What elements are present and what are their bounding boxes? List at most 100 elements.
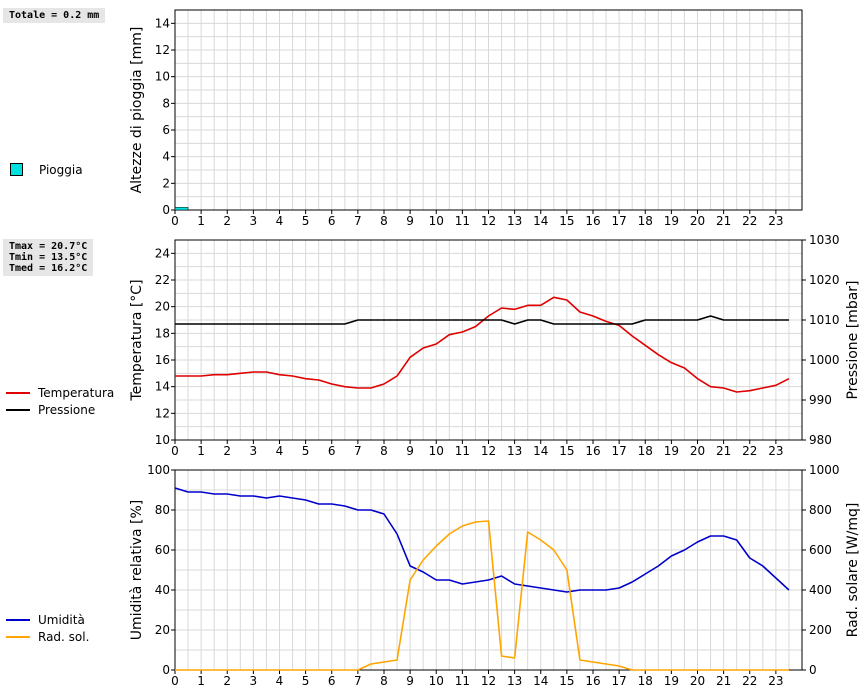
rain-legend: Pioggia <box>6 161 83 178</box>
x-tick-label: 9 <box>406 674 414 688</box>
humidity-legend-swatch <box>6 618 30 621</box>
x-tick-label: 7 <box>354 214 362 228</box>
y-tick-label: 10 <box>155 433 170 447</box>
x-tick-label: 16 <box>585 214 600 228</box>
x-tick-label: 0 <box>171 444 179 458</box>
y2-tick-label: 600 <box>809 543 832 557</box>
pressure-legend-label: Pressione <box>38 402 96 417</box>
rain-legend-swatch <box>10 163 23 176</box>
y2-tick-label: 1000 <box>809 463 840 477</box>
series-line-pressione <box>175 315 789 325</box>
x-tick-label: 15 <box>559 674 574 688</box>
y2-tick-label: 1030 <box>809 233 840 247</box>
rain-total-badge: Totale = 0.2 mm <box>3 8 106 23</box>
x-tick-label: 14 <box>533 674 548 688</box>
x-tick-label: 15 <box>559 214 574 228</box>
x-tick-label: 8 <box>380 214 388 228</box>
x-tick-label: 8 <box>380 444 388 458</box>
pressure-legend-swatch <box>6 408 30 411</box>
humidity-legend-label: Umidità <box>38 612 85 627</box>
x-tick-label: 20 <box>690 214 705 228</box>
y-tick-label: 20 <box>155 623 170 637</box>
y-tick-label: 24 <box>155 246 170 260</box>
x-tick-label: 0 <box>171 214 179 228</box>
x-tick-label: 5 <box>302 674 310 688</box>
temperature-legend-swatch <box>6 391 30 394</box>
humidity-solar-legend: Umidità Rad. sol. <box>6 611 89 645</box>
x-tick-label: 4 <box>276 674 284 688</box>
x-tick-label: 5 <box>302 214 310 228</box>
y-tick-label: 12 <box>155 406 170 420</box>
x-tick-label: 12 <box>481 214 496 228</box>
y2-tick-label: 1000 <box>809 353 840 367</box>
tmax-text: Tmax = 20.7°C <box>9 241 88 252</box>
tmin-text: Tmin = 13.5°C <box>9 252 88 263</box>
x-tick-label: 1 <box>197 444 205 458</box>
x-tick-label: 2 <box>223 674 231 688</box>
y-tick-label: 14 <box>155 16 170 30</box>
y2-tick-label: 1020 <box>809 273 840 287</box>
y2-tick-label: 1010 <box>809 313 840 327</box>
y-axis-title: Temperatura [°C] <box>129 279 145 401</box>
x-tick-label: 19 <box>664 214 679 228</box>
x-tick-label: 17 <box>611 674 626 688</box>
x-tick-label: 16 <box>585 444 600 458</box>
x-tick-label: 23 <box>768 444 783 458</box>
y2-tick-label: 990 <box>809 393 832 407</box>
x-tick-label: 10 <box>429 444 444 458</box>
x-tick-label: 17 <box>611 444 626 458</box>
y-tick-label: 14 <box>155 380 170 394</box>
x-tick-label: 9 <box>406 214 414 228</box>
x-tick-label: 8 <box>380 674 388 688</box>
x-tick-label: 13 <box>507 444 522 458</box>
x-tick-label: 23 <box>768 674 783 688</box>
y-tick-label: 2 <box>162 176 170 190</box>
x-tick-label: 3 <box>250 444 258 458</box>
x-tick-label: 6 <box>328 674 336 688</box>
x-tick-label: 3 <box>250 214 258 228</box>
y2-axis-title: Rad. solare [W/mq] <box>845 503 860 638</box>
x-tick-label: 13 <box>507 214 522 228</box>
x-tick-label: 15 <box>559 444 574 458</box>
y-tick-label: 40 <box>155 583 170 597</box>
x-tick-label: 22 <box>742 674 757 688</box>
temperature-legend-label: Temperatura <box>38 385 115 400</box>
x-tick-label: 18 <box>638 674 653 688</box>
y-tick-label: 16 <box>155 353 170 367</box>
x-tick-label: 4 <box>276 444 284 458</box>
temperature-pressure-legend: Temperatura Pressione <box>6 384 114 418</box>
x-tick-label: 19 <box>664 444 679 458</box>
solar-legend-swatch <box>6 635 30 638</box>
y-tick-label: 20 <box>155 300 170 314</box>
x-tick-label: 12 <box>481 674 496 688</box>
x-tick-label: 11 <box>455 444 470 458</box>
solar-legend-label: Rad. sol. <box>38 629 90 644</box>
x-tick-label: 10 <box>429 214 444 228</box>
x-tick-label: 2 <box>223 214 231 228</box>
x-tick-label: 22 <box>742 214 757 228</box>
x-tick-label: 16 <box>585 674 600 688</box>
x-tick-label: 14 <box>533 444 548 458</box>
x-tick-label: 12 <box>481 444 496 458</box>
y-tick-label: 10 <box>155 70 170 84</box>
x-tick-label: 0 <box>171 674 179 688</box>
y2-tick-label: 800 <box>809 503 832 517</box>
x-tick-label: 7 <box>354 444 362 458</box>
rain-legend-label: Pioggia <box>39 162 83 177</box>
x-tick-label: 6 <box>328 444 336 458</box>
x-tick-label: 7 <box>354 674 362 688</box>
x-tick-label: 2 <box>223 444 231 458</box>
x-tick-label: 22 <box>742 444 757 458</box>
y-tick-label: 12 <box>155 43 170 57</box>
x-tick-label: 17 <box>611 214 626 228</box>
rain-bar <box>174 207 189 211</box>
series-line-temperatura <box>175 296 790 393</box>
x-tick-label: 14 <box>533 214 548 228</box>
x-tick-label: 21 <box>716 674 731 688</box>
y2-tick-label: 200 <box>809 623 832 637</box>
y-tick-label: 4 <box>162 150 170 164</box>
y-tick-label: 0 <box>162 203 170 217</box>
x-tick-label: 13 <box>507 674 522 688</box>
x-tick-label: 6 <box>328 214 336 228</box>
